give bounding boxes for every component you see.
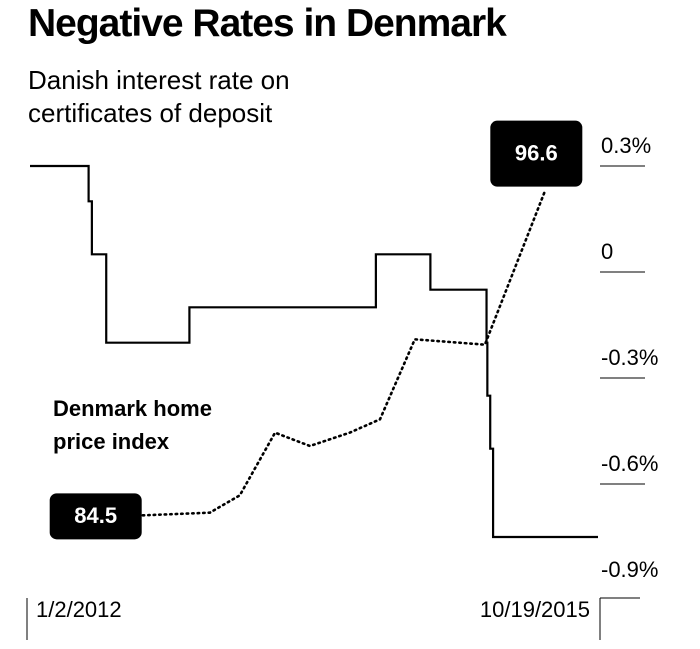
value-label-box	[490, 120, 583, 187]
chart-title: Negative Rates in Denmark	[28, 2, 507, 45]
series-label: Danish interest rate on certificates of …	[28, 65, 290, 128]
y-tick-label: -0.6%	[601, 451, 658, 476]
x-tick-label: 1/2/2012	[36, 597, 122, 622]
y-tick-label: 0.3%	[601, 133, 651, 158]
value-label: 96.6	[515, 140, 558, 165]
value-label: 84.5	[74, 503, 117, 528]
y-tick-label: -0.3%	[601, 345, 658, 370]
x-tick-label: 10/19/2015	[480, 597, 590, 622]
index-line	[141, 191, 546, 517]
value-label-box	[49, 493, 142, 540]
series-label: Denmark home price index	[53, 396, 212, 454]
y-tick-label: -0.9%	[601, 557, 658, 582]
rate-line	[30, 164, 598, 539]
y-tick-label: 0	[601, 239, 613, 264]
